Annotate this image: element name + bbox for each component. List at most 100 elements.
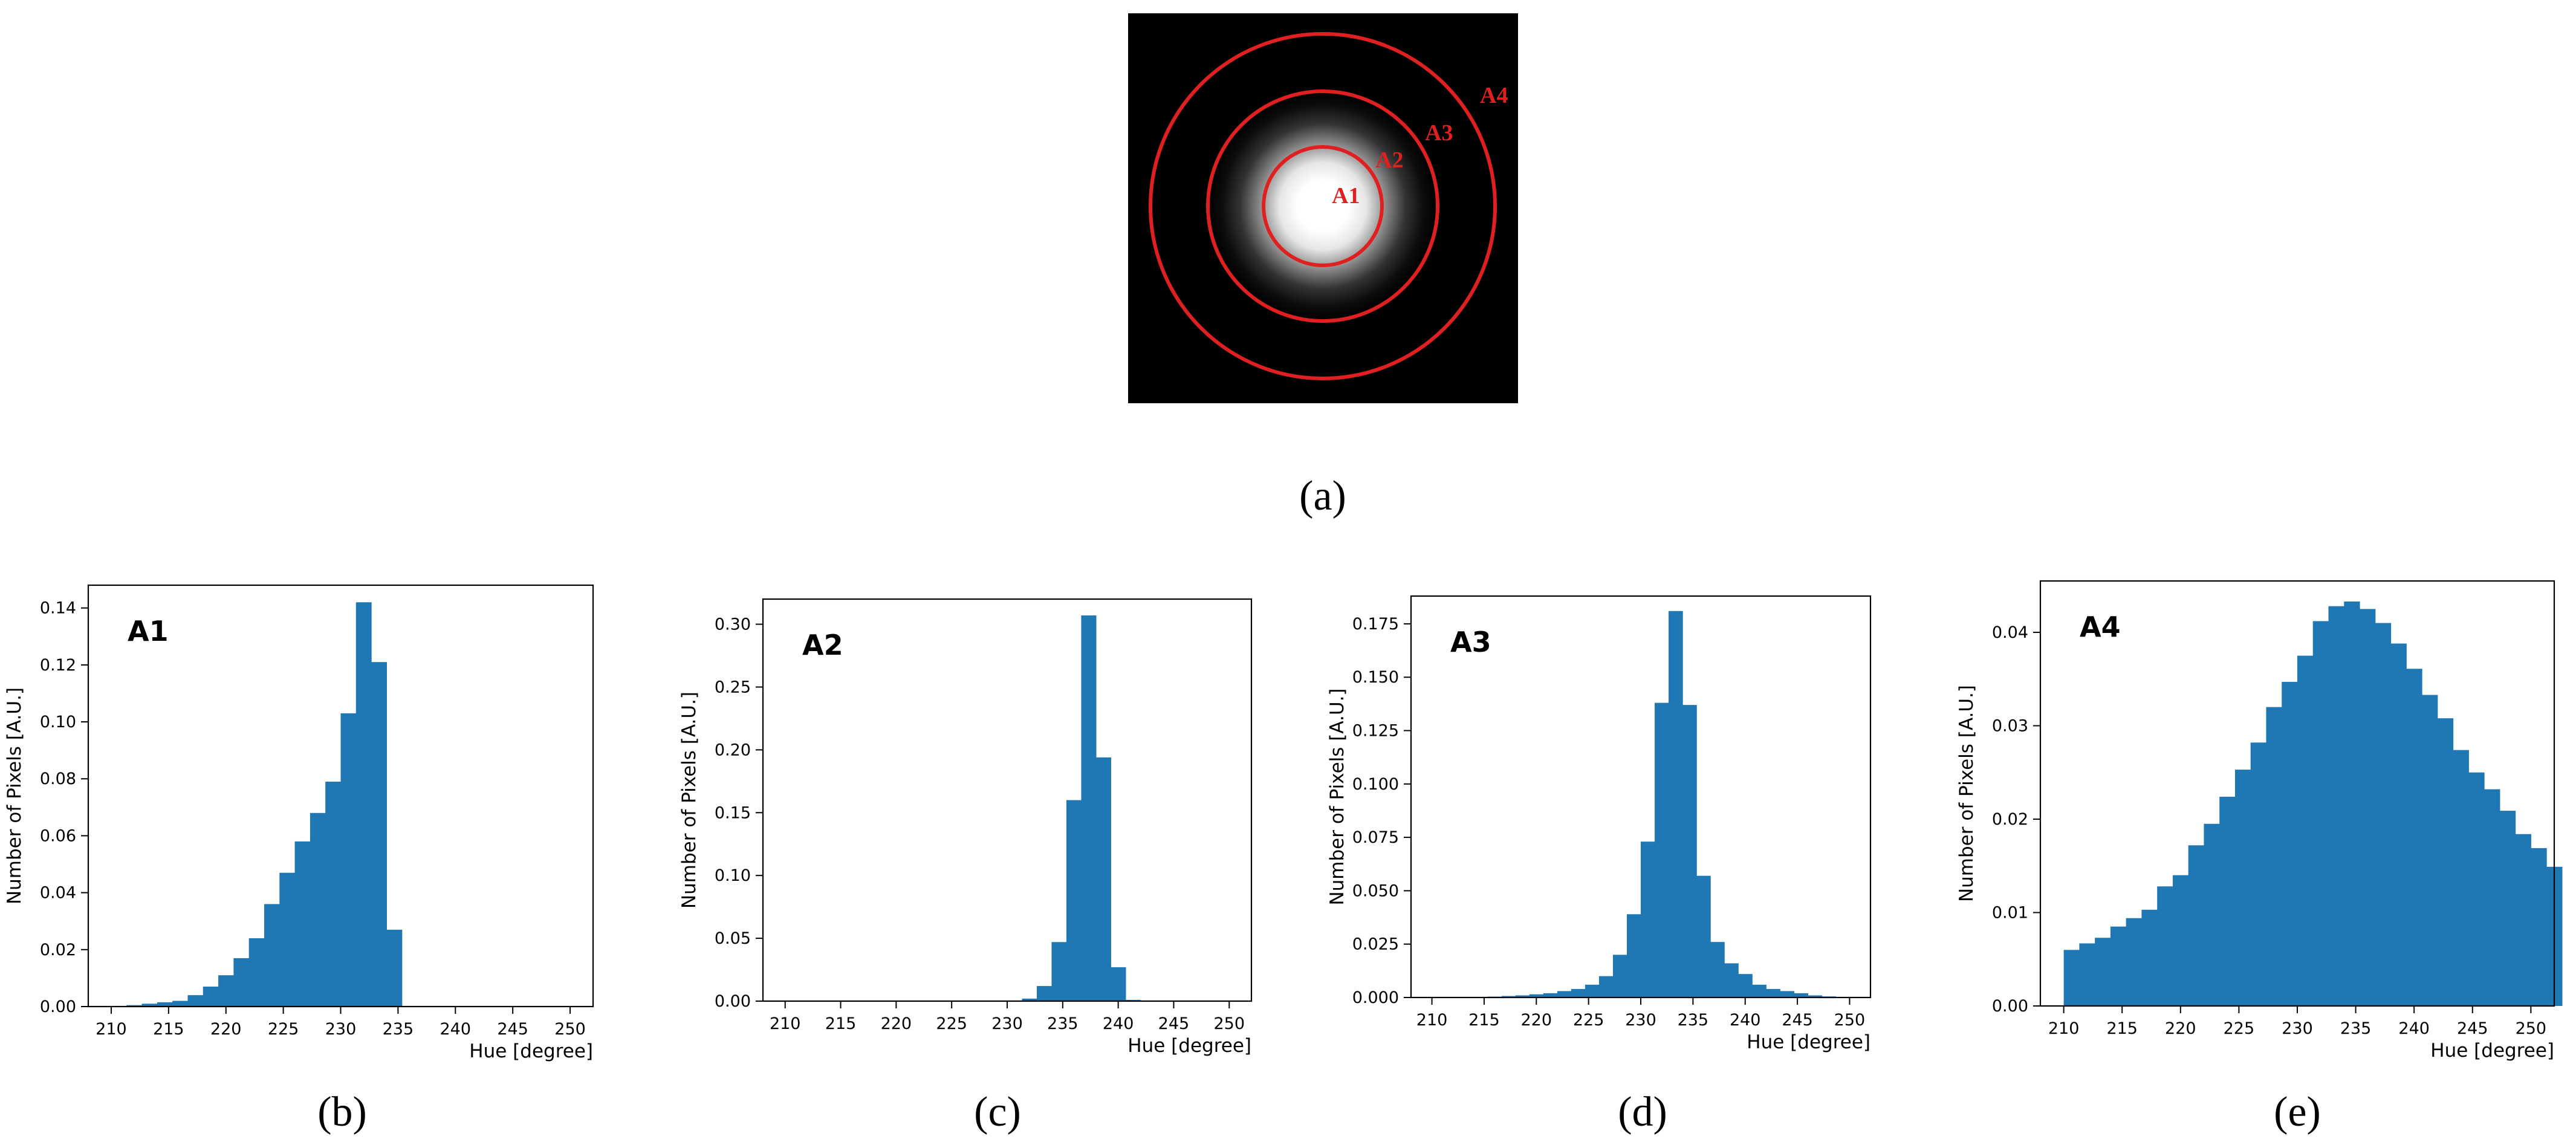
x-tick-label: 210 xyxy=(1416,1011,1448,1030)
y-tick-label: 0.12 xyxy=(40,656,76,675)
x-axis-label: Hue [degree] xyxy=(1127,1035,1251,1057)
caption-a: (a) xyxy=(1299,473,1346,519)
x-axis-label: Hue [degree] xyxy=(469,1040,593,1062)
y-tick-label: 0.14 xyxy=(40,599,76,618)
y-tick-label: 0.025 xyxy=(1352,935,1399,954)
x-tick-label: 250 xyxy=(554,1020,586,1039)
bar xyxy=(1095,757,1111,1001)
y-tick-label: 0.100 xyxy=(1352,775,1399,794)
bar xyxy=(2204,823,2220,1006)
histogram-a3: 210 215 220 225 230 235 240 245 250 0.000 0.025 0.0… xyxy=(1326,595,1872,1135)
bar xyxy=(203,987,219,1007)
bar xyxy=(2328,606,2344,1006)
x-tick-label: 215 xyxy=(2106,1019,2138,1038)
region-label: A2 xyxy=(802,629,843,661)
bar xyxy=(2141,909,2158,1006)
y-axis-label: Number of Pixels [A.U.] xyxy=(1326,688,1348,905)
x-tick-label: 240 xyxy=(1730,1011,1761,1030)
y-tick-label: 0.02 xyxy=(40,941,76,959)
x-tick-label: 245 xyxy=(1158,1014,1190,1033)
y-tick-label: 0.03 xyxy=(1992,716,2028,735)
x-tick-label: 245 xyxy=(497,1020,528,1039)
bar xyxy=(1794,993,1808,997)
bar xyxy=(2344,601,2360,1006)
ring-label-a3: A3 xyxy=(1425,120,1453,146)
bar xyxy=(294,841,311,1007)
x-tick-label: 240 xyxy=(1103,1014,1134,1033)
bar xyxy=(386,929,403,1007)
y-axis-label: Number of Pixels [A.U.] xyxy=(678,692,700,909)
x-tick-label: 220 xyxy=(210,1020,242,1039)
x-tick-label: 225 xyxy=(2224,1019,2255,1038)
x-tick-label: 250 xyxy=(1213,1014,1245,1033)
y-tick-label: 0.150 xyxy=(1352,668,1399,687)
ring-a2 xyxy=(1262,145,1384,267)
y-tick-label: 0.04 xyxy=(1992,623,2028,642)
x-tick-label: 250 xyxy=(1834,1011,1866,1030)
bar xyxy=(325,781,342,1007)
bar xyxy=(2515,834,2531,1006)
bar xyxy=(1501,996,1516,997)
y-tick-label: 0.125 xyxy=(1352,722,1399,741)
histogram-a2: 210 215 220 225 230 235 240 245 250 0.00 0.05 0.10 0… xyxy=(678,598,1253,1135)
bar xyxy=(2375,623,2392,1006)
x-tick-label: 215 xyxy=(153,1020,184,1039)
bar xyxy=(187,995,204,1007)
x-tick-label: 235 xyxy=(383,1020,414,1039)
bar xyxy=(1036,986,1053,1001)
x-tick-label: 225 xyxy=(268,1020,299,1039)
bar xyxy=(340,713,357,1007)
bar xyxy=(1571,988,1586,997)
bar xyxy=(2312,621,2329,1006)
y-tick-label: 0.000 xyxy=(1352,988,1399,1007)
bar xyxy=(1724,963,1739,997)
bar xyxy=(2063,950,2080,1006)
bar xyxy=(2468,772,2485,1006)
bar xyxy=(1557,991,1572,997)
y-tick-label: 0.075 xyxy=(1352,828,1399,847)
x-tick-label: 215 xyxy=(1468,1011,1500,1030)
region-label: A1 xyxy=(128,615,169,647)
bar xyxy=(1515,995,1530,997)
ring-label-a1: A1 xyxy=(1332,183,1360,209)
bar xyxy=(1738,974,1753,997)
x-tick-label: 210 xyxy=(2048,1019,2080,1038)
bar xyxy=(2250,742,2267,1006)
bar xyxy=(2282,681,2298,1006)
x-tick-label: 230 xyxy=(1625,1011,1656,1030)
bar xyxy=(157,1002,173,1007)
bar xyxy=(1682,705,1697,997)
bar xyxy=(1585,984,1600,997)
bar xyxy=(1529,994,1544,997)
bar xyxy=(2453,750,2469,1006)
x-tick-label: 240 xyxy=(2398,1019,2430,1038)
bar xyxy=(1051,942,1067,1001)
bar xyxy=(1766,988,1780,997)
bar xyxy=(2531,848,2547,1006)
bar xyxy=(2406,669,2422,1006)
y-tick-label: 0.04 xyxy=(40,884,76,903)
ring-label-a4: A4 xyxy=(1480,83,1508,108)
bar xyxy=(2219,796,2236,1006)
y-tick-label: 0.20 xyxy=(715,741,751,759)
bar xyxy=(2157,886,2173,1006)
bar xyxy=(2390,643,2407,1006)
x-axis-label: Hue [degree] xyxy=(1747,1031,1870,1053)
bar xyxy=(2095,938,2111,1006)
bar xyxy=(2188,845,2205,1006)
bar xyxy=(1780,991,1794,997)
y-tick-label: 0.175 xyxy=(1352,615,1399,634)
x-tick-label: 230 xyxy=(2282,1019,2313,1038)
bar xyxy=(248,938,265,1007)
x-tick-label: 245 xyxy=(2457,1019,2488,1038)
x-tick-label: 210 xyxy=(770,1014,801,1033)
y-tick-label: 0.30 xyxy=(715,615,751,634)
x-tick-label: 235 xyxy=(1047,1014,1079,1033)
ring-a4 xyxy=(1149,32,1497,380)
bar xyxy=(2484,789,2500,1006)
x-tick-label: 235 xyxy=(1678,1011,1709,1030)
y-tick-label: 0.15 xyxy=(715,803,751,822)
region-label: A3 xyxy=(1450,626,1491,658)
y-tick-label: 0.10 xyxy=(40,713,76,731)
bar xyxy=(1598,976,1614,997)
